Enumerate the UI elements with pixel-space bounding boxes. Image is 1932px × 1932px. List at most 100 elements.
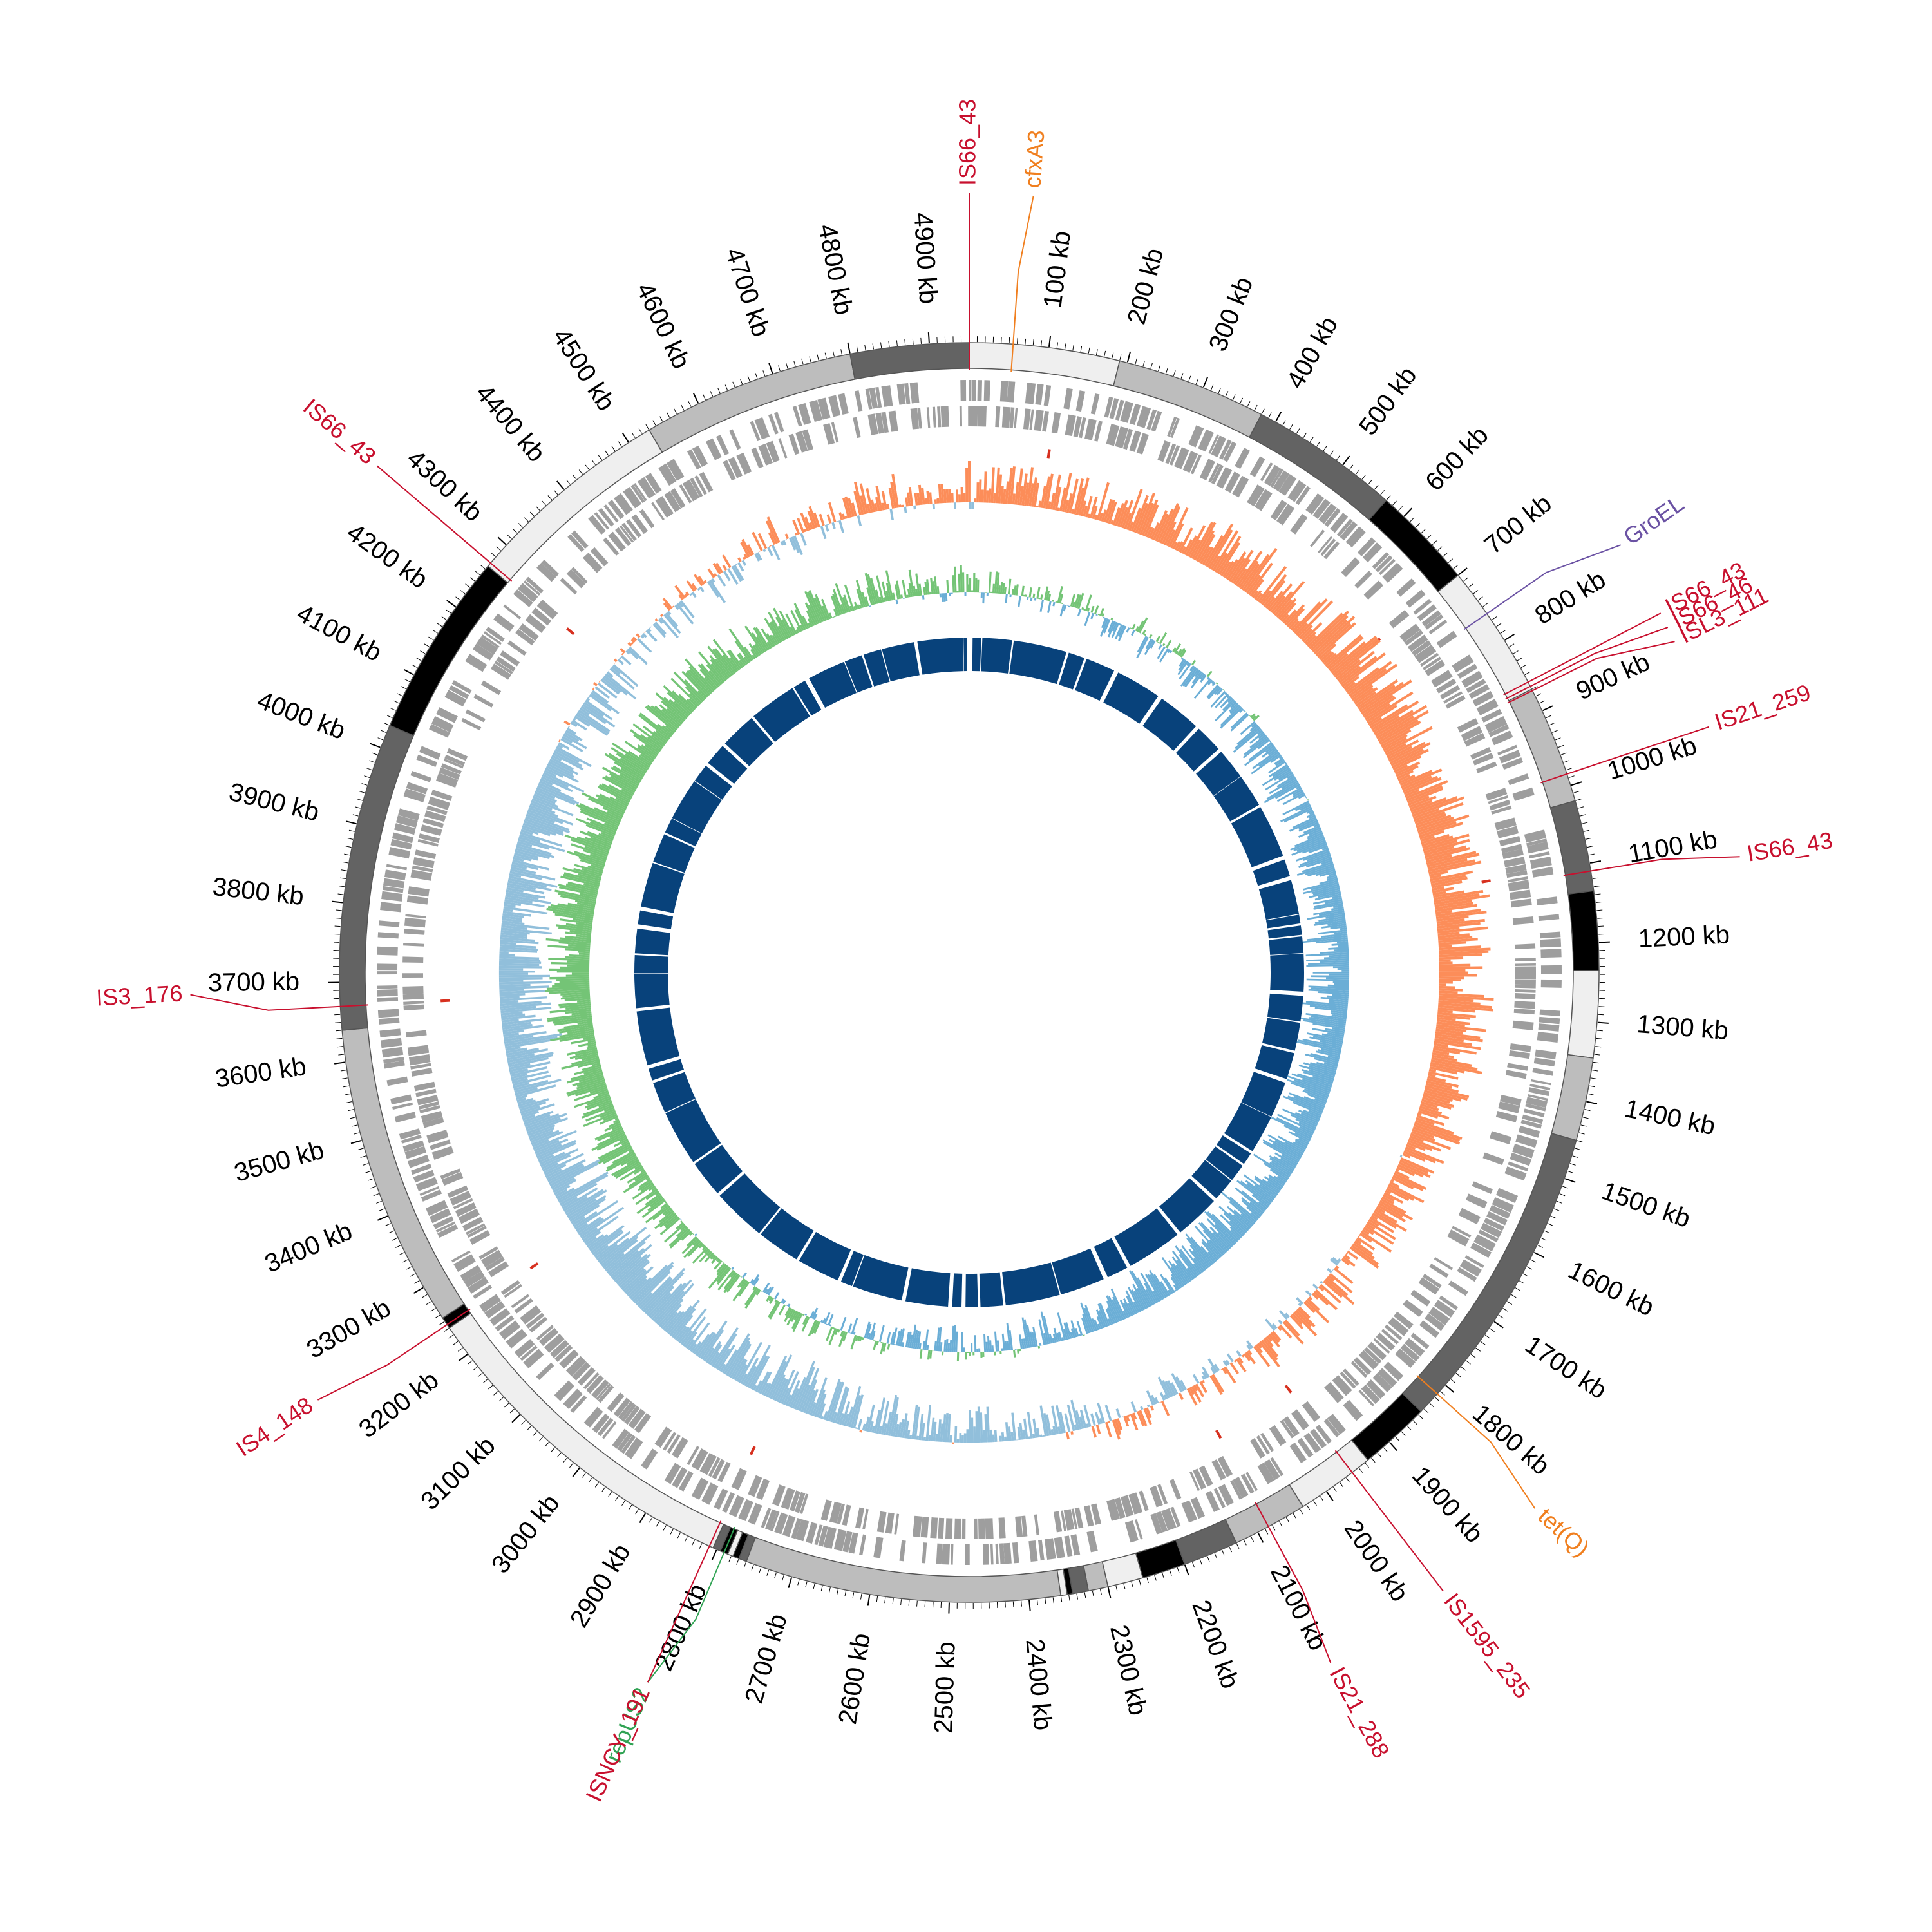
signal-bin [1198,1222,1227,1253]
signal-bin [1286,608,1305,628]
scale-tick [1368,479,1372,485]
scale-tick [347,838,354,840]
scale-tick [1349,464,1354,470]
signal-bin [1244,547,1278,592]
signal-bin [1004,1436,1007,1442]
signal-bin [537,784,580,805]
cds-feature [403,788,426,802]
signal-bin [1155,513,1170,542]
signal-bin [1014,482,1019,505]
signal-bin [924,582,928,595]
cds-feature [410,869,433,881]
signal-bin [524,1113,560,1128]
cds-feature [728,457,743,478]
signal-bin [1262,1141,1299,1164]
signal-bin [504,1033,562,1045]
signal-bin [691,591,697,598]
signal-bin [1074,1327,1079,1337]
signal-bin [650,625,653,627]
cds-feature [977,380,983,401]
signal-bin [1211,680,1215,685]
signal-bin [1225,1359,1230,1365]
cds-feature [842,1531,853,1553]
signal-bin [873,1340,875,1341]
signal-bin [1298,1039,1342,1050]
scale-tick [343,1085,350,1088]
scale-tick-label: 400 kb [1281,312,1343,393]
signal-bin [821,605,829,620]
signal-bin [699,1320,728,1359]
scale-tick [354,806,361,809]
signal-bin [1379,720,1421,746]
signal-bin [499,995,520,999]
blast-hit-block [844,655,873,693]
signal-bin [548,761,574,775]
signal-bin [707,645,733,677]
signal-bin [1301,1068,1334,1081]
scale-tick [572,1467,580,1477]
signal-bin [500,927,553,935]
signal-bin [844,1414,849,1426]
signal-bin [560,895,596,904]
signal-bin [632,723,665,748]
signal-bin [918,1414,924,1441]
cds-feature [1323,541,1340,560]
signal-bin [1439,961,1453,965]
signal-bin [1080,1302,1092,1333]
cds-feature [583,1406,603,1428]
signal-bin [598,1145,632,1164]
signal-bin [611,746,649,772]
signal-bin [1312,619,1348,653]
signal-bin [1296,785,1302,790]
scale-tick [1558,744,1564,748]
cds-feature [1540,949,1562,958]
signal-bin [609,773,638,790]
cds-feature [461,717,482,731]
signal-bin [1310,1062,1337,1071]
signal-bin [1249,578,1264,597]
cds-feature [444,754,466,766]
signal-bin [641,1278,673,1311]
signal-bin [558,886,598,896]
cds-feature [464,1271,486,1288]
cds-feature [1063,1509,1075,1531]
signal-bin [622,1269,647,1293]
scale-tick [1549,723,1555,726]
signal-bin [535,1143,562,1157]
cds-feature [1354,571,1372,589]
scale-tick [1496,623,1502,627]
signal-bin [598,786,630,804]
signal-bin [553,1179,577,1193]
signal-bin [804,516,811,531]
signal-bin [1397,774,1410,782]
signal-bin [502,911,531,917]
signal-bin [728,649,743,668]
cds-feature [875,386,882,408]
signal-bin [682,1316,706,1347]
cds-feature [529,1316,548,1333]
signal-bin [838,1413,845,1425]
cds-feature [383,1057,404,1064]
cds-feature [407,1045,430,1056]
cds-feature [435,1221,456,1233]
signal-bin [576,804,620,824]
cds-feature [473,694,494,708]
signal-bin [1264,1336,1274,1347]
signal-bin [706,580,719,598]
signal-bin [1396,1168,1399,1172]
cds-feature [1413,599,1432,615]
signal-bin [881,502,886,511]
signal-bin [1169,650,1173,654]
signal-bin [1025,594,1027,597]
scale-tick [1445,1385,1455,1393]
cds-feature [833,1529,847,1551]
signal-bin [1439,978,1461,982]
signal-bin [1267,748,1278,756]
cds-feature [507,640,527,656]
scale-tick [1530,1259,1536,1263]
cds-feature [1115,426,1129,449]
signal-bin [600,678,620,695]
signal-bin [1357,679,1399,709]
signal-bin [500,944,536,949]
